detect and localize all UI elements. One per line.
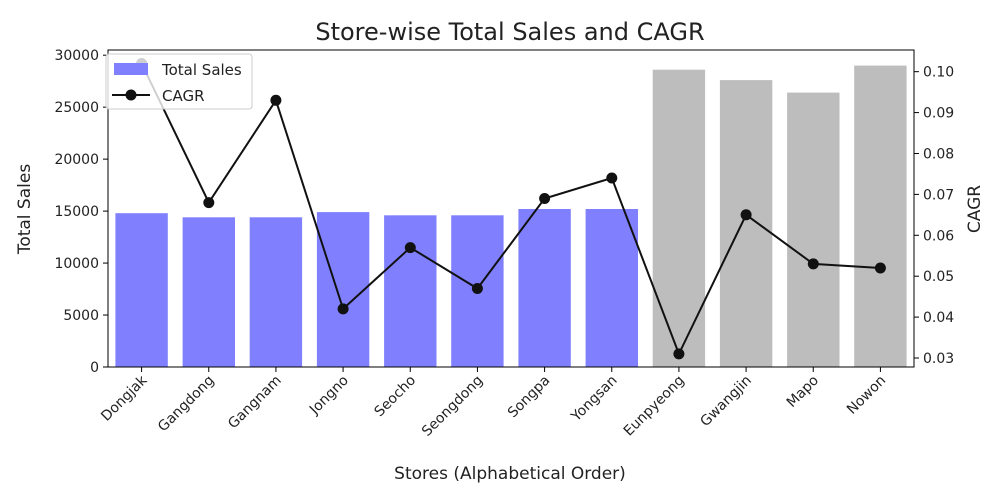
cagr-point-seocho: [404, 242, 416, 254]
legend: Total Sales CAGR: [105, 53, 253, 110]
x-tick-label-songpa: Songpa: [505, 373, 554, 422]
x-tick-label-mapo: Mapo: [784, 373, 822, 411]
cagr-line: [140, 63, 881, 357]
legend-marker-cagr: [125, 89, 137, 101]
x-tick-label-gwangjin: Gwangjin: [697, 373, 754, 430]
y2-tick-label: 0.05: [923, 269, 954, 285]
legend-label-cagr: CAGR: [162, 87, 205, 105]
x-tick-label-seocho: Seocho: [372, 373, 420, 421]
bars-layer: [115, 65, 907, 367]
x-tick-label-seongdong: Seongdong: [419, 373, 486, 440]
y2-tick-label: 0.08: [923, 146, 954, 162]
y-axis-right: 0.03 0.04 0.05 0.06 0.07 0.08 0.09 0.10: [914, 65, 954, 367]
bar-gwangjin: [719, 80, 773, 367]
plot-frame: [107, 49, 915, 368]
x-tick-label-jongno: Jongno: [306, 373, 352, 419]
cagr-point-gangnam: [270, 94, 282, 106]
x-axis-label: Stores (Alphabetical Order): [394, 464, 626, 484]
y-axis-left: 0 5000 10000 15000 20000 25000 30000: [54, 48, 108, 376]
x-tick-label-gangdong: Gangdong: [155, 373, 218, 436]
cagr-point-songpa: [539, 193, 551, 204]
y-tick-label: 20000: [54, 152, 99, 168]
cagr-point-gwangjin: [740, 209, 752, 221]
cagr-point-nowon: [874, 262, 886, 274]
y-tick-label: 15000: [54, 204, 99, 220]
y-tick-label: 30000: [54, 48, 99, 64]
x-tick-label-eunpyeong: Eunpyeong: [621, 373, 688, 440]
y-tick-label: 0: [90, 360, 99, 376]
y-tick-label: 10000: [54, 256, 99, 272]
cagr-point-jongno: [337, 303, 349, 315]
bar-gangnam: [249, 217, 303, 367]
cagr-point-seongdong: [471, 283, 483, 294]
cagr-point-gangdong: [203, 197, 215, 209]
x-tick-label-nowon: Nowon: [844, 373, 889, 418]
bar-eunpyeong: [652, 69, 706, 367]
y2-axis-label: CAGR: [965, 185, 985, 233]
y-axis-label: Total Sales: [15, 164, 35, 255]
y2-tick-label: 0.06: [923, 228, 954, 244]
x-axis: Dongjak Gangdong Gangnam Jongno Seocho Seongd…: [98, 367, 889, 440]
x-tick-label-dongjak: Dongjak: [98, 372, 151, 425]
bar-nowon: [854, 65, 907, 367]
legend-label-total-sales: Total Sales: [161, 61, 242, 79]
bar-dongjak: [115, 213, 168, 367]
cagr-point-yongsan: [606, 172, 618, 184]
y-tick-label: 25000: [54, 100, 99, 116]
y-tick-label: 5000: [63, 308, 99, 324]
y2-tick-label: 0.03: [923, 351, 954, 367]
chart-title: Store-wise Total Sales and CAGR: [315, 18, 704, 46]
cagr-point-eunpyeong: [673, 348, 685, 360]
bar-jongno: [316, 212, 370, 367]
bar-mapo: [787, 92, 840, 367]
bar-yongsan: [585, 209, 638, 367]
y2-tick-label: 0.10: [923, 65, 954, 81]
bar-songpa: [518, 209, 571, 367]
cagr-point-mapo: [807, 258, 819, 270]
x-tick-label-gangnam: Gangnam: [225, 373, 285, 433]
x-tick-label-yongsan: Yongsan: [568, 373, 621, 426]
bar-gangdong: [182, 217, 235, 367]
y2-tick-label: 0.09: [923, 106, 954, 122]
bar-seocho: [384, 215, 437, 367]
y2-tick-label: 0.04: [923, 310, 954, 326]
y2-tick-label: 0.07: [923, 187, 954, 203]
legend-swatch-total-sales: [114, 63, 148, 75]
